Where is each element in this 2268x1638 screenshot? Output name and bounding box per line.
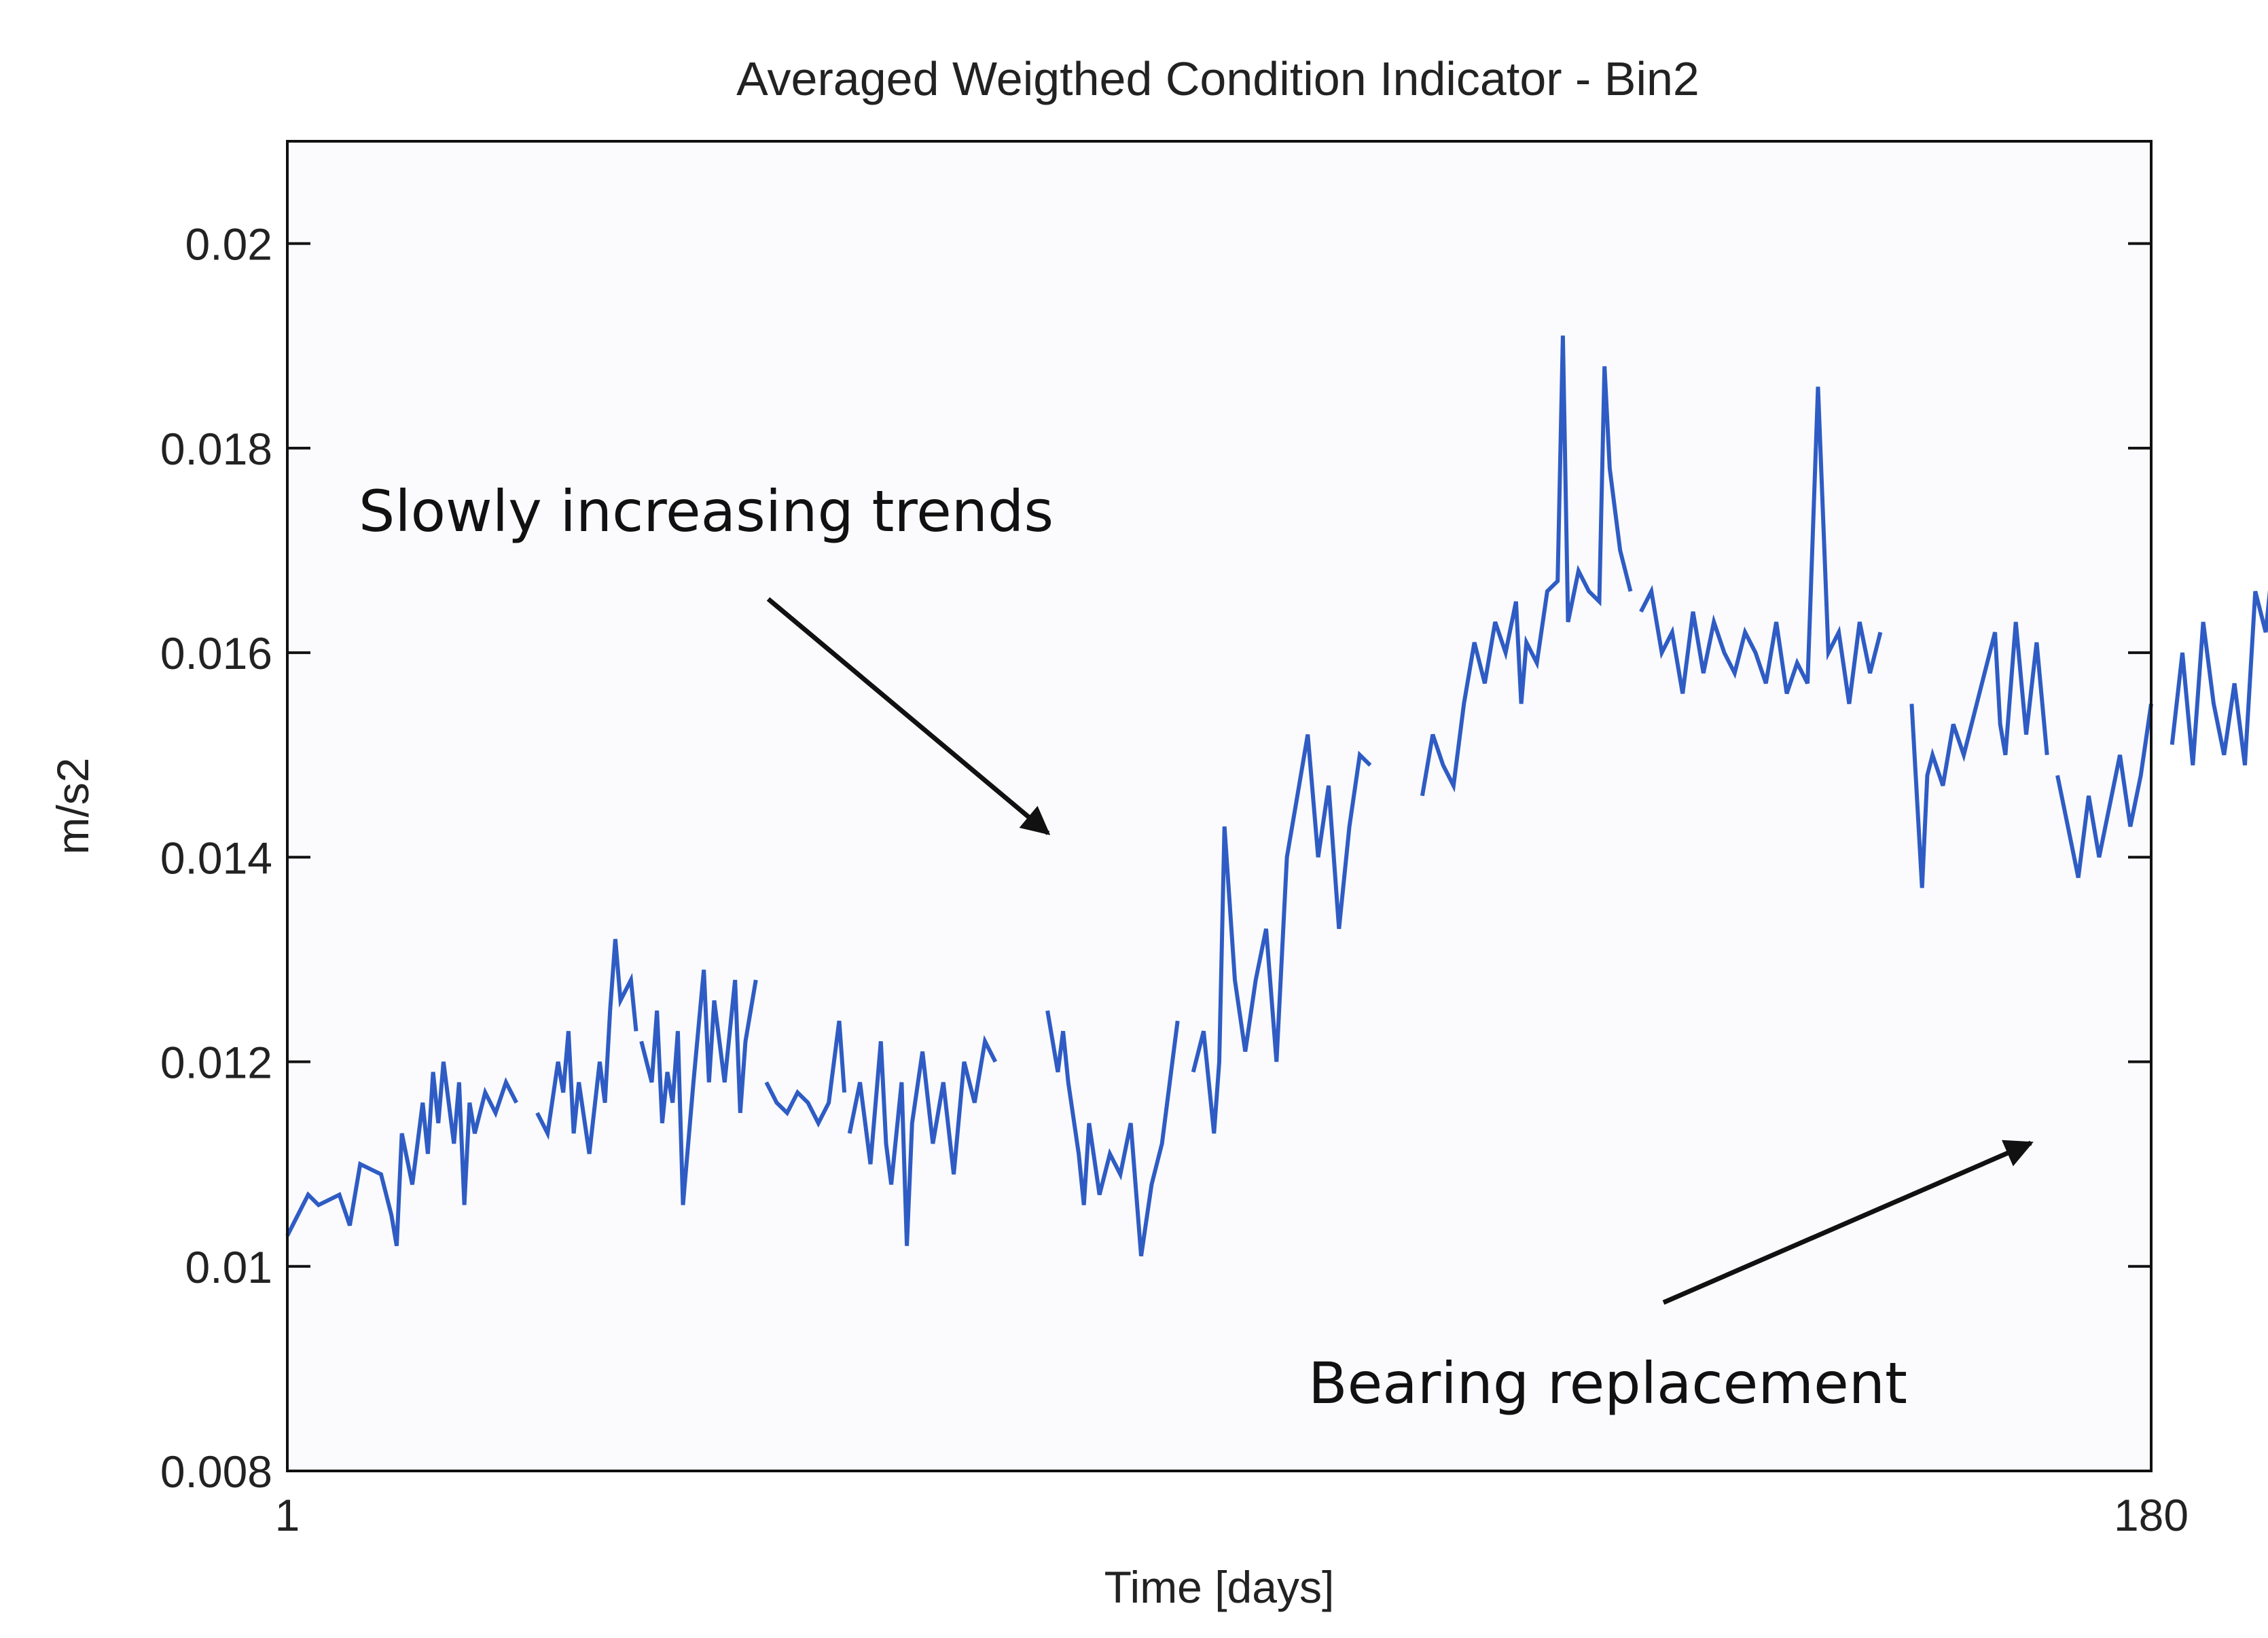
series-line-segment (1045, 1010, 1180, 1257)
series-line-segment (1191, 734, 1372, 1134)
y-tick-label: 0.014 (160, 833, 272, 883)
annotation-arrow-bearing (1662, 1140, 2034, 1305)
annotation-bearing-replacement: Bearing replacement (1308, 1350, 1907, 1417)
series-line-segment (1639, 386, 1883, 704)
series-line-segment (285, 1061, 518, 1247)
x-tick-label: 1 (275, 1490, 300, 1540)
y-tick-label: 0.01 (185, 1242, 272, 1292)
annotation-arrow-trends (766, 597, 1051, 835)
y-tick-label: 0.012 (160, 1038, 272, 1088)
y-tick-label: 0.018 (160, 424, 272, 474)
x-axis-label: Time [days] (1104, 1562, 1335, 1612)
series-line-segment (1909, 621, 2049, 888)
x-axis-ticks: 1 180 (275, 1490, 2189, 1540)
series-line-segment (1420, 335, 1633, 797)
y-axis-ticks: 0.008 0.01 0.012 0.014 0.016 0.018 0.02 (160, 219, 2151, 1497)
y-tick-label: 0.016 (160, 628, 272, 678)
annotation-slowly-increasing-trends: Slowly increasing trends (359, 478, 1054, 545)
series-line-segment (764, 1020, 847, 1128)
series-line-segment (639, 969, 758, 1205)
y-tick-label: 0.008 (160, 1446, 272, 1497)
plot-area (287, 141, 2151, 1471)
series-group (285, 335, 2268, 1257)
series-line-segment (2170, 589, 2268, 766)
chart-title: Averaged Weigthed Condition Indicator - … (736, 52, 1699, 105)
series-line-segment (847, 1034, 998, 1246)
series-line-segment (2055, 703, 2153, 878)
plot-frame (286, 140, 2153, 1472)
y-tick-label: 0.02 (185, 219, 272, 270)
x-tick-label: 180 (2114, 1490, 2189, 1540)
y-axis-label: m/s2 (48, 757, 98, 854)
series-line-segment (535, 939, 638, 1154)
